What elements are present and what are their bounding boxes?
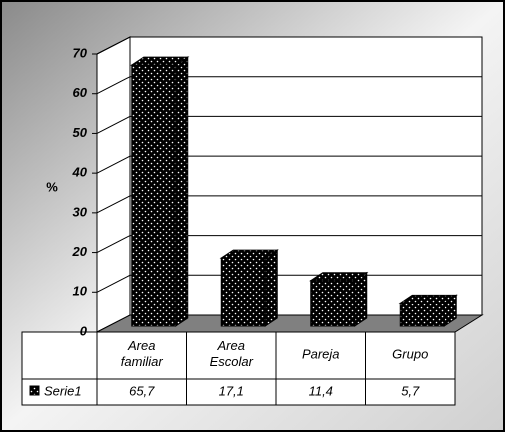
x-tick-label: Area familiar (121, 338, 164, 369)
bar (130, 56, 190, 327)
grid-line (96, 155, 482, 174)
y-tick-label: 30 (73, 204, 88, 219)
y-tick-label: 40 (72, 165, 88, 180)
y-tick-label: 20 (72, 244, 88, 259)
bar-front (399, 302, 445, 327)
value-label: 5,7 (401, 383, 420, 398)
legend-label: Serie1 (44, 383, 82, 398)
y-tick-label: 50 (73, 125, 88, 140)
bar-side (175, 56, 189, 327)
legend-key (29, 385, 40, 396)
bar-side (354, 271, 368, 327)
side-wall (96, 36, 131, 333)
bar (219, 249, 279, 327)
bar-side (264, 249, 278, 327)
bar-front (220, 257, 266, 327)
x-tick-label: Grupo (392, 346, 428, 361)
grid-line (96, 115, 482, 134)
y-axis-label: % (46, 179, 58, 194)
x-tick-label: Area Escolar (210, 338, 254, 369)
bar (309, 271, 369, 327)
y-tick-label: 70 (73, 45, 88, 60)
x-tick-label: Pareja (302, 346, 340, 361)
y-tick-label: 10 (73, 284, 88, 299)
bar-front (131, 64, 177, 327)
grid-line (96, 36, 482, 55)
value-label: 17,1 (219, 383, 244, 398)
y-tick-label: 0 (80, 323, 88, 338)
bar-front (310, 280, 356, 327)
bar (398, 294, 458, 327)
grid-line (96, 195, 482, 214)
value-label: 65,7 (129, 383, 155, 398)
data-table (21, 331, 456, 406)
grid-line (96, 76, 482, 95)
value-label: 11,4 (309, 383, 333, 398)
grid-line (96, 235, 482, 254)
y-tick-label: 60 (73, 85, 88, 100)
